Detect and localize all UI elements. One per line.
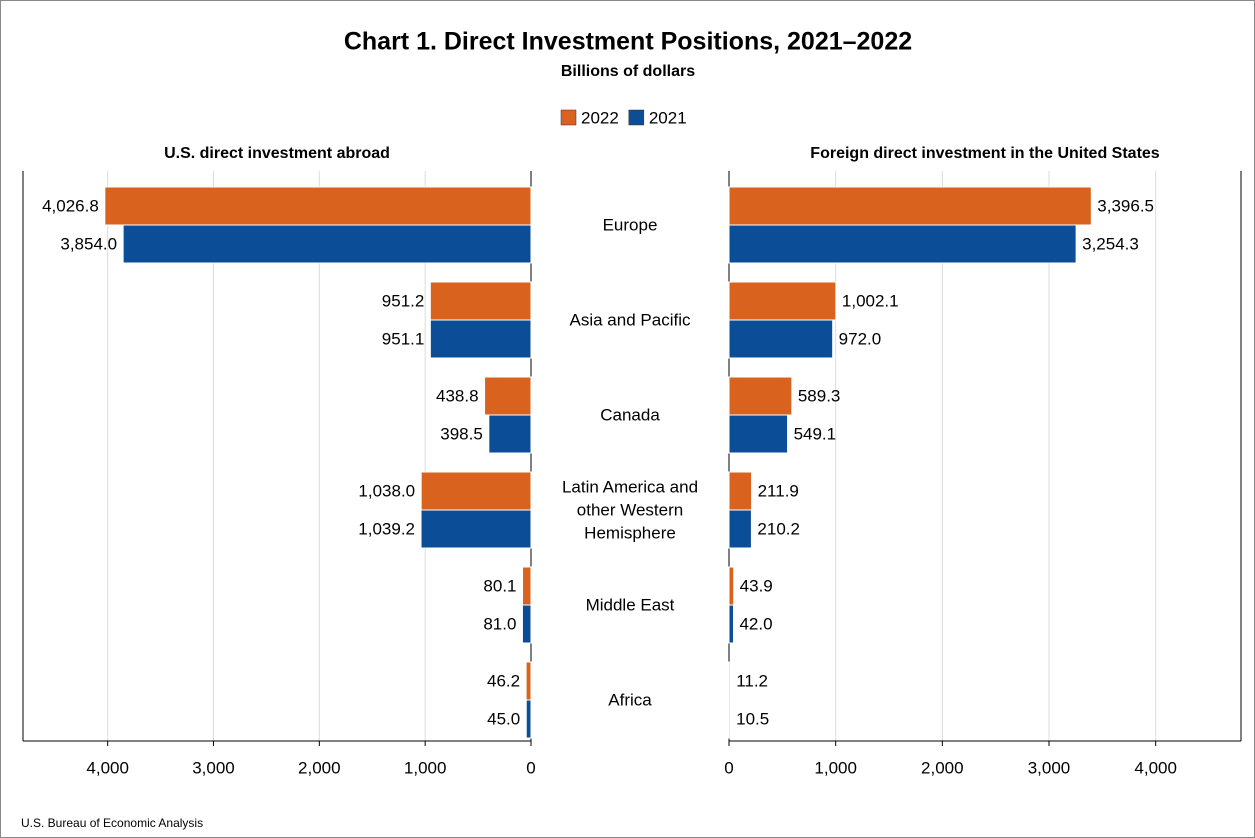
value-label: 3,254.3 xyxy=(1082,234,1139,253)
bar xyxy=(122,224,532,264)
bar xyxy=(728,376,793,416)
bar xyxy=(522,566,532,606)
bar xyxy=(728,566,735,606)
value-label: 972.0 xyxy=(839,329,882,348)
bar xyxy=(484,376,532,416)
category-label: Latin America and other Western Hemisphe… xyxy=(561,477,699,542)
value-label: 398.5 xyxy=(440,424,483,443)
bar xyxy=(420,471,532,511)
bar xyxy=(525,699,532,739)
legend-label: 2021 xyxy=(649,108,687,127)
x-tick-label: 4,000 xyxy=(86,758,129,777)
category-label: Middle East xyxy=(585,595,675,614)
value-label: 1,038.0 xyxy=(358,481,415,500)
bar xyxy=(728,224,1077,264)
bar xyxy=(728,471,753,511)
bar xyxy=(728,509,752,549)
bar xyxy=(488,414,532,454)
x-tick-label: 2,000 xyxy=(298,758,341,777)
value-label: 211.9 xyxy=(758,481,799,500)
legend-swatch xyxy=(628,109,645,126)
bar xyxy=(525,661,532,701)
x-tick-label: 1,000 xyxy=(404,758,447,777)
x-tick-label: 2,000 xyxy=(921,758,964,777)
value-label: 42.0 xyxy=(739,614,772,633)
panel-title: U.S. direct investment abroad xyxy=(164,145,390,162)
bar xyxy=(728,414,789,454)
bar xyxy=(521,604,532,644)
chart-subtitle: Billions of dollars xyxy=(561,63,695,80)
x-tick-label: 1,000 xyxy=(814,758,857,777)
bar xyxy=(728,186,1092,226)
source: U.S. Bureau of Economic Analysis xyxy=(21,816,203,830)
bar xyxy=(104,186,532,226)
bar xyxy=(728,661,731,701)
value-label: 951.1 xyxy=(382,329,425,348)
chart-title: Chart 1. Direct Investment Positions, 20… xyxy=(344,28,912,56)
x-tick-label: 0 xyxy=(724,758,733,777)
x-tick-label: 0 xyxy=(526,758,535,777)
value-label: 951.2 xyxy=(382,291,425,310)
value-label: 1,039.2 xyxy=(358,519,415,538)
x-tick-label: 3,000 xyxy=(1028,758,1071,777)
legend-swatch xyxy=(560,109,577,126)
value-label: 438.8 xyxy=(436,386,479,405)
legend-label: 2022 xyxy=(581,108,619,127)
bar xyxy=(728,319,834,359)
bar xyxy=(728,699,731,739)
category-label: Africa xyxy=(608,690,652,709)
value-label: 46.2 xyxy=(487,671,520,690)
panel-title: Foreign direct investment in the United … xyxy=(810,145,1159,162)
value-label: 80.1 xyxy=(483,576,516,595)
value-label: 589.3 xyxy=(798,386,841,405)
category-label: Asia and Pacific xyxy=(569,310,691,329)
value-label: 43.9 xyxy=(740,576,773,595)
category-label: Europe xyxy=(602,215,658,234)
value-label: 3,854.0 xyxy=(60,234,117,253)
value-label: 11.2 xyxy=(736,671,768,690)
bar xyxy=(429,319,532,359)
value-label: 10.5 xyxy=(736,709,769,728)
value-label: 3,396.5 xyxy=(1097,196,1154,215)
bar xyxy=(429,281,532,321)
value-label: 45.0 xyxy=(487,709,520,728)
x-tick-label: 4,000 xyxy=(1134,758,1177,777)
x-tick-label: 3,000 xyxy=(192,758,235,777)
value-label: 549.1 xyxy=(794,424,837,443)
value-label: 81.0 xyxy=(483,614,516,633)
value-label: 1,002.1 xyxy=(842,291,899,310)
bar xyxy=(728,604,734,644)
category-label: Canada xyxy=(600,405,660,424)
bar xyxy=(420,509,532,549)
bar xyxy=(728,281,837,321)
value-label: 4,026.8 xyxy=(42,196,99,215)
value-label: 210.2 xyxy=(757,519,800,538)
